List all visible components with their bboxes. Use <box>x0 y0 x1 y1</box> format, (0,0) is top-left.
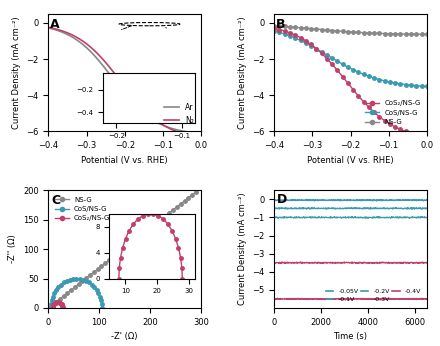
-0.3V <box>271 261 277 265</box>
-0.2V <box>271 216 277 220</box>
Line: Ar: Ar <box>44 27 209 134</box>
-0.1V <box>333 206 338 210</box>
-0.1V <box>271 207 277 211</box>
-0.2V <box>363 216 368 220</box>
-0.2V <box>287 216 293 220</box>
N₂ <box>131 95 136 100</box>
N₂ <box>202 136 207 140</box>
-0.1V <box>377 207 382 211</box>
Legend: -0.05V, -0.1V, -0.2V, -0.3V, -0.4V: -0.05V, -0.1V, -0.2V, -0.3V, -0.4V <box>323 286 424 305</box>
Line: -0.4V: -0.4V <box>274 298 427 300</box>
-0.3V <box>341 260 347 264</box>
X-axis label: Potential (V vs. RHE): Potential (V vs. RHE) <box>307 156 394 165</box>
Ar <box>42 25 47 29</box>
Line: -0.2V: -0.2V <box>274 217 427 218</box>
X-axis label: Potential (V vs. RHE): Potential (V vs. RHE) <box>81 156 168 165</box>
-0.3V <box>339 260 344 264</box>
-0.05V <box>304 197 309 201</box>
-0.2V <box>394 216 399 220</box>
Legend: Ar, N₂: Ar, N₂ <box>161 100 197 128</box>
-0.1V <box>368 205 373 209</box>
-0.1V <box>409 207 414 211</box>
-0.1V <box>424 206 429 210</box>
Y-axis label: Current Density (mA cm⁻²): Current Density (mA cm⁻²) <box>12 16 21 129</box>
-0.2V <box>375 215 381 219</box>
-0.4V <box>424 297 429 301</box>
-0.3V <box>369 261 374 265</box>
Ar <box>176 128 182 133</box>
N₂ <box>120 82 125 86</box>
Legend: CoS₂/NS-G, CoS/NS-G, NS-G: CoS₂/NS-G, CoS/NS-G, NS-G <box>362 98 423 128</box>
-0.2V <box>377 215 382 219</box>
Legend: NS-G, CoS/NS-G, CoS₂/NS-G: NS-G, CoS/NS-G, CoS₂/NS-G <box>52 194 113 224</box>
-0.3V <box>391 261 396 265</box>
-0.05V <box>391 199 396 203</box>
-0.4V <box>339 297 345 301</box>
-0.4V <box>323 298 328 302</box>
-0.3V <box>333 261 338 265</box>
Y-axis label: Current Density (mA cm⁻²): Current Density (mA cm⁻²) <box>238 193 246 306</box>
N₂ <box>42 25 47 29</box>
-0.3V <box>394 261 399 265</box>
-0.4V <box>287 297 293 301</box>
-0.05V <box>334 199 339 203</box>
-0.1V <box>339 207 344 211</box>
Text: A: A <box>50 18 60 31</box>
Text: B: B <box>276 18 286 31</box>
-0.4V <box>271 297 277 301</box>
Line: -0.3V: -0.3V <box>274 262 427 263</box>
Ar <box>139 110 145 115</box>
-0.2V <box>391 215 396 219</box>
N₂ <box>139 106 145 110</box>
X-axis label: -Z' (Ω): -Z' (Ω) <box>111 332 138 341</box>
X-axis label: Time (s): Time (s) <box>334 332 367 341</box>
-0.4V <box>391 297 396 301</box>
-0.05V <box>271 198 277 202</box>
N₂ <box>206 136 211 140</box>
Y-axis label: -Z'' (Ω): -Z'' (Ω) <box>8 235 17 264</box>
Ar <box>131 102 136 106</box>
-0.3V <box>287 260 293 264</box>
Text: D: D <box>277 193 287 206</box>
-0.05V <box>312 199 317 203</box>
-0.05V <box>424 198 429 202</box>
Ar <box>120 89 125 93</box>
-0.05V <box>377 198 382 202</box>
-0.4V <box>275 296 280 300</box>
N₂ <box>121 83 126 87</box>
-0.05V <box>339 199 345 203</box>
-0.4V <box>394 297 399 301</box>
-0.3V <box>424 261 429 265</box>
-0.2V <box>424 216 429 220</box>
N₂ <box>176 130 182 134</box>
-0.1V <box>287 207 293 211</box>
Ar <box>206 132 211 136</box>
Ar <box>121 90 126 94</box>
-0.2V <box>333 216 338 220</box>
-0.05V <box>287 198 293 202</box>
Line: -0.1V: -0.1V <box>274 207 427 209</box>
Line: -0.05V: -0.05V <box>274 199 427 201</box>
Text: C: C <box>51 194 60 207</box>
Ar <box>202 131 207 136</box>
Y-axis label: Current Density (mA cm⁻²): Current Density (mA cm⁻²) <box>238 16 246 129</box>
-0.2V <box>339 216 344 220</box>
-0.4V <box>334 297 339 301</box>
-0.1V <box>393 206 399 210</box>
-0.4V <box>377 297 382 301</box>
-0.05V <box>394 198 399 202</box>
Line: N₂: N₂ <box>44 27 209 138</box>
-0.1V <box>391 206 396 210</box>
-0.3V <box>377 261 382 265</box>
